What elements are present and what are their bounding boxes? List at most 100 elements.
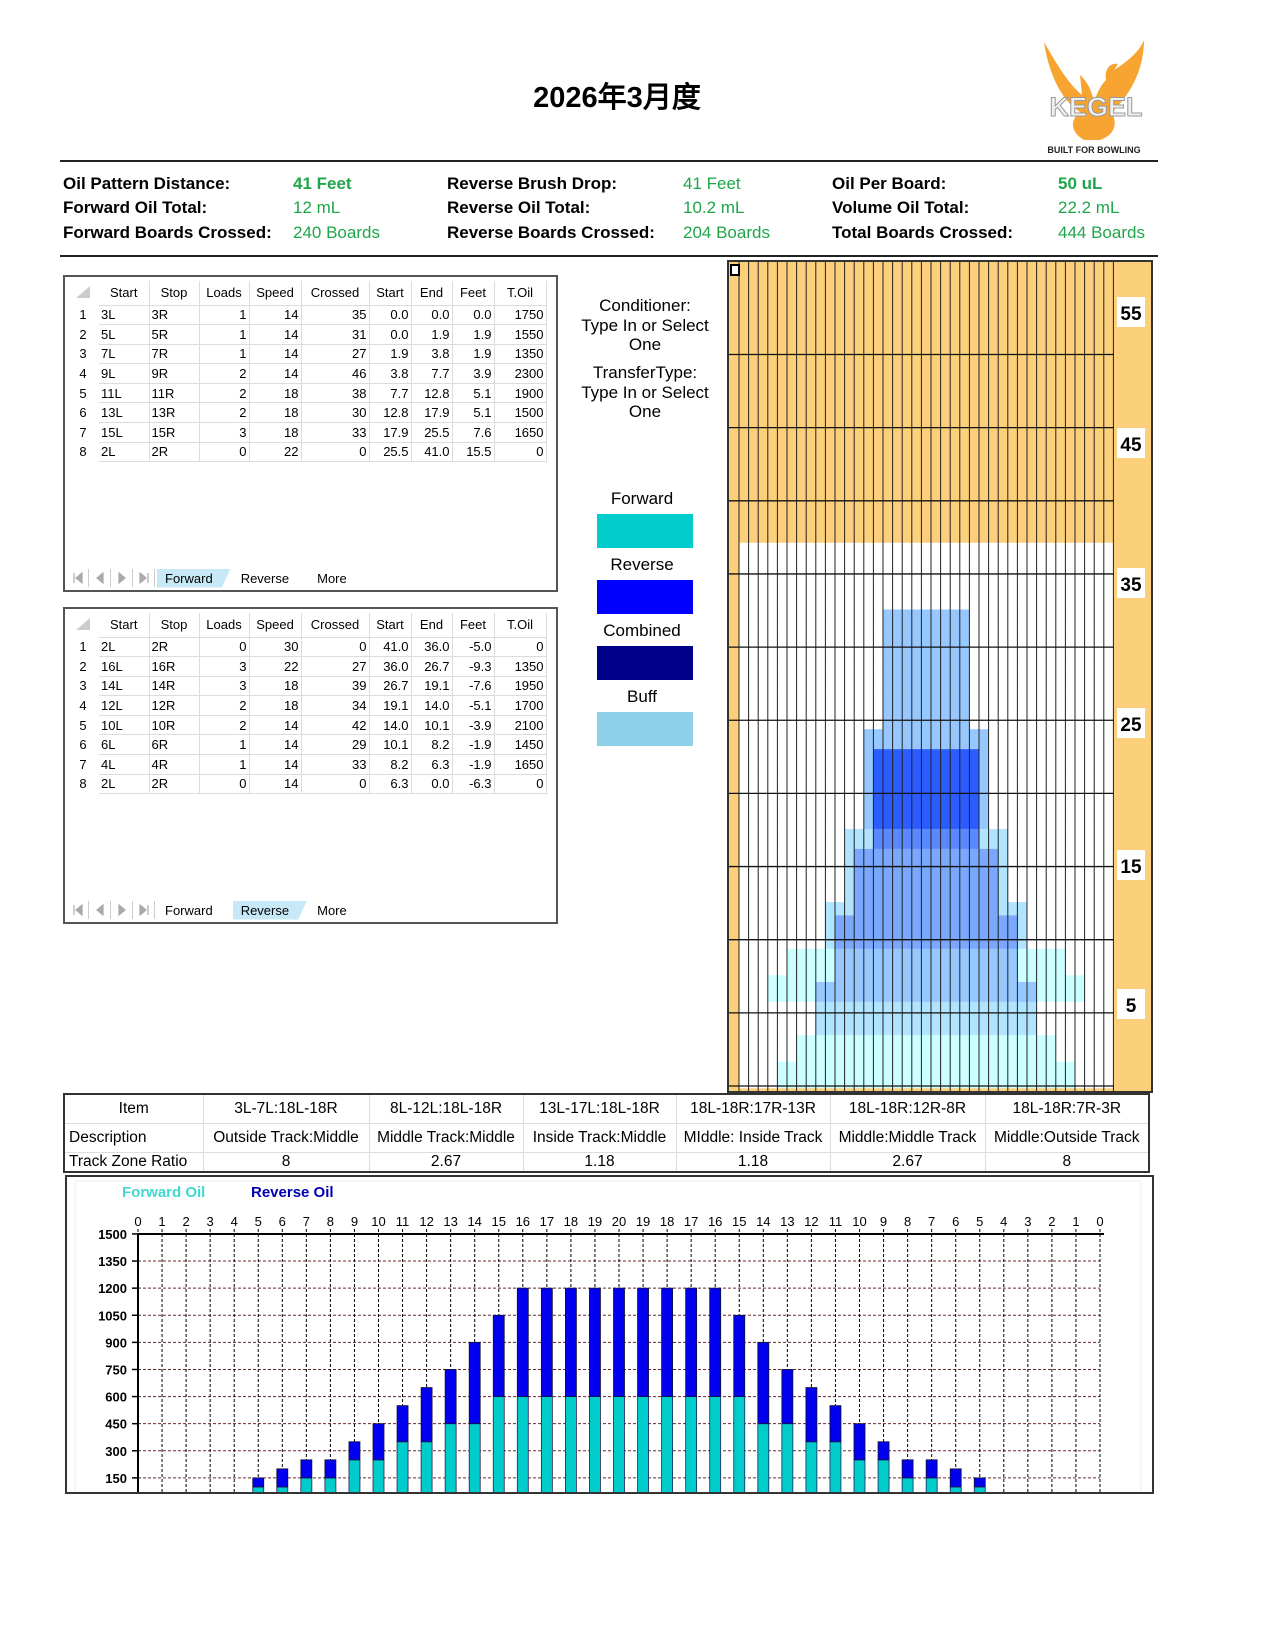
table-row[interactable]: 2 16L 16R 3 22 27 36.0 26.7 -9.3 1350 — [67, 656, 547, 677]
table-cell[interactable]: -5.0 — [452, 637, 495, 658]
column-header[interactable]: Speed — [249, 281, 302, 306]
table-cell[interactable]: 6.3 — [411, 754, 453, 775]
table-cell[interactable]: 1.9 — [452, 324, 495, 345]
column-header[interactable]: End — [411, 613, 453, 638]
table-cell[interactable]: 1 — [199, 734, 250, 756]
table-cell[interactable]: 15.5 — [452, 442, 495, 463]
column-header[interactable]: Feet — [452, 613, 495, 638]
table-cell[interactable]: 3.8 — [411, 344, 453, 365]
table-cell[interactable]: 26.7 — [411, 656, 453, 677]
table-cell[interactable]: 2 — [199, 363, 250, 384]
table-cell[interactable]: 1950 — [494, 676, 547, 697]
table-cell[interactable]: 2R — [149, 774, 200, 795]
table-cell[interactable]: 9L — [99, 363, 150, 384]
tab-more[interactable]: More — [317, 902, 347, 918]
table-cell[interactable]: 25.5 — [411, 422, 453, 443]
table-cell[interactable]: 16L — [99, 656, 150, 677]
table-cell[interactable]: 14 — [249, 715, 302, 736]
column-header[interactable]: Feet — [452, 281, 495, 306]
tab-reverse[interactable]: Reverse — [240, 570, 290, 586]
table-cell[interactable]: 15L — [99, 422, 150, 443]
table-cell[interactable]: 1 — [199, 305, 250, 326]
table-cell[interactable]: 5L — [99, 324, 150, 345]
table-cell[interactable]: 0 — [301, 637, 370, 658]
prev-tab-icon[interactable] — [89, 901, 111, 919]
column-header[interactable]: Loads — [199, 613, 250, 638]
table-cell[interactable]: 17.9 — [411, 402, 453, 424]
table-cell[interactable]: 1450 — [494, 734, 547, 756]
table-cell[interactable]: 13L — [99, 402, 150, 424]
column-header[interactable]: Start — [99, 613, 150, 638]
column-header[interactable]: Start — [99, 281, 150, 306]
table-cell[interactable]: 14 — [249, 324, 302, 345]
table-cell[interactable]: 8.2 — [369, 754, 412, 775]
next-tab-icon[interactable] — [111, 901, 133, 919]
table-cell[interactable]: 0 — [199, 637, 250, 658]
table-cell[interactable]: 25.5 — [369, 442, 412, 463]
table-cell[interactable]: 0 — [199, 442, 250, 463]
table-row[interactable]: 1 3L 3R 1 14 35 0.0 0.0 0.0 1750 — [67, 305, 547, 326]
table-cell[interactable]: -1.9 — [452, 734, 495, 756]
table-cell[interactable]: 14 — [249, 344, 302, 365]
table-cell[interactable]: 41.0 — [369, 637, 412, 658]
table-cell[interactable]: 3L — [99, 305, 150, 326]
table-row[interactable]: 5 10L 10R 2 14 42 14.0 10.1 -3.9 2100 — [67, 715, 547, 736]
table-cell[interactable]: 6L — [99, 734, 150, 756]
table-cell[interactable]: 2L — [99, 637, 150, 658]
table-cell[interactable]: 18 — [249, 676, 302, 697]
table-cell[interactable]: 1650 — [494, 422, 547, 443]
table-cell[interactable]: 17.9 — [369, 422, 412, 443]
table-cell[interactable]: 0 — [199, 774, 250, 795]
table-cell[interactable]: 3 — [199, 676, 250, 697]
transfer-type-select[interactable]: TransferType: Type In or Select One — [565, 363, 725, 422]
tab-forward[interactable]: Forward — [157, 568, 231, 588]
table-cell[interactable]: 18 — [249, 402, 302, 424]
table-cell[interactable]: 2R — [149, 442, 200, 463]
table-cell[interactable]: 6R — [149, 734, 200, 756]
table-cell[interactable]: 2L — [99, 774, 150, 795]
table-cell[interactable]: 31 — [301, 324, 370, 345]
table-cell[interactable]: 12.8 — [411, 383, 453, 404]
table-cell[interactable]: 19.1 — [369, 695, 412, 716]
table-cell[interactable]: 30 — [301, 402, 370, 424]
last-tab-icon[interactable] — [133, 901, 155, 919]
table-cell[interactable]: 29 — [301, 734, 370, 756]
table-cell[interactable]: 38 — [301, 383, 370, 404]
table-cell[interactable]: 19.1 — [411, 676, 453, 697]
column-header[interactable]: Crossed — [301, 613, 370, 638]
forward-table-grid[interactable]: Start Stop Loads Speed Crossed Start End Feet T.… — [63, 275, 558, 592]
table-cell[interactable]: 9R — [149, 363, 200, 384]
table-cell[interactable]: 0.0 — [411, 774, 453, 795]
table-cell[interactable]: 10R — [149, 715, 200, 736]
last-tab-icon[interactable] — [133, 569, 155, 587]
select-all-corner[interactable] — [67, 281, 99, 305]
table-cell[interactable]: 18 — [249, 422, 302, 443]
column-header[interactable]: Start — [369, 613, 412, 638]
table-row[interactable]: 7 15L 15R 3 18 33 17.9 25.5 7.6 1650 — [67, 422, 547, 443]
table-row[interactable]: 8 2L 2R 0 14 0 6.3 0.0 -6.3 0 — [67, 774, 547, 795]
column-header[interactable]: Speed — [249, 613, 302, 638]
table-row[interactable]: 3 7L 7R 1 14 27 1.9 3.8 1.9 1350 — [67, 344, 547, 365]
table-cell[interactable]: -6.3 — [452, 774, 495, 795]
table-cell[interactable]: 39 — [301, 676, 370, 697]
table-row[interactable]: 6 6L 6R 1 14 29 10.1 8.2 -1.9 1450 — [67, 734, 547, 756]
table-row[interactable]: 7 4L 4R 1 14 33 8.2 6.3 -1.9 1650 — [67, 754, 547, 775]
table-cell[interactable]: 2 — [199, 402, 250, 424]
table-cell[interactable]: 18 — [249, 695, 302, 716]
table-cell[interactable]: -3.9 — [452, 715, 495, 736]
table-cell[interactable]: 1 — [199, 344, 250, 365]
table-cell[interactable]: 4R — [149, 754, 200, 775]
table-cell[interactable]: 33 — [301, 422, 370, 443]
table-cell[interactable]: 35 — [301, 305, 370, 326]
table-cell[interactable]: 14L — [99, 676, 150, 697]
table-cell[interactable]: 0 — [494, 442, 547, 463]
table-cell[interactable]: -9.3 — [452, 656, 495, 677]
table-cell[interactable]: 6.3 — [369, 774, 412, 795]
conditioner-select[interactable]: Conditioner: Type In or Select One — [565, 296, 725, 355]
table-cell[interactable]: 13R — [149, 402, 200, 424]
table-cell[interactable]: 14 — [249, 363, 302, 384]
next-tab-icon[interactable] — [111, 569, 133, 587]
column-header[interactable]: Crossed — [301, 281, 370, 306]
table-cell[interactable]: 1.9 — [369, 344, 412, 365]
column-header[interactable]: Stop — [149, 281, 200, 306]
